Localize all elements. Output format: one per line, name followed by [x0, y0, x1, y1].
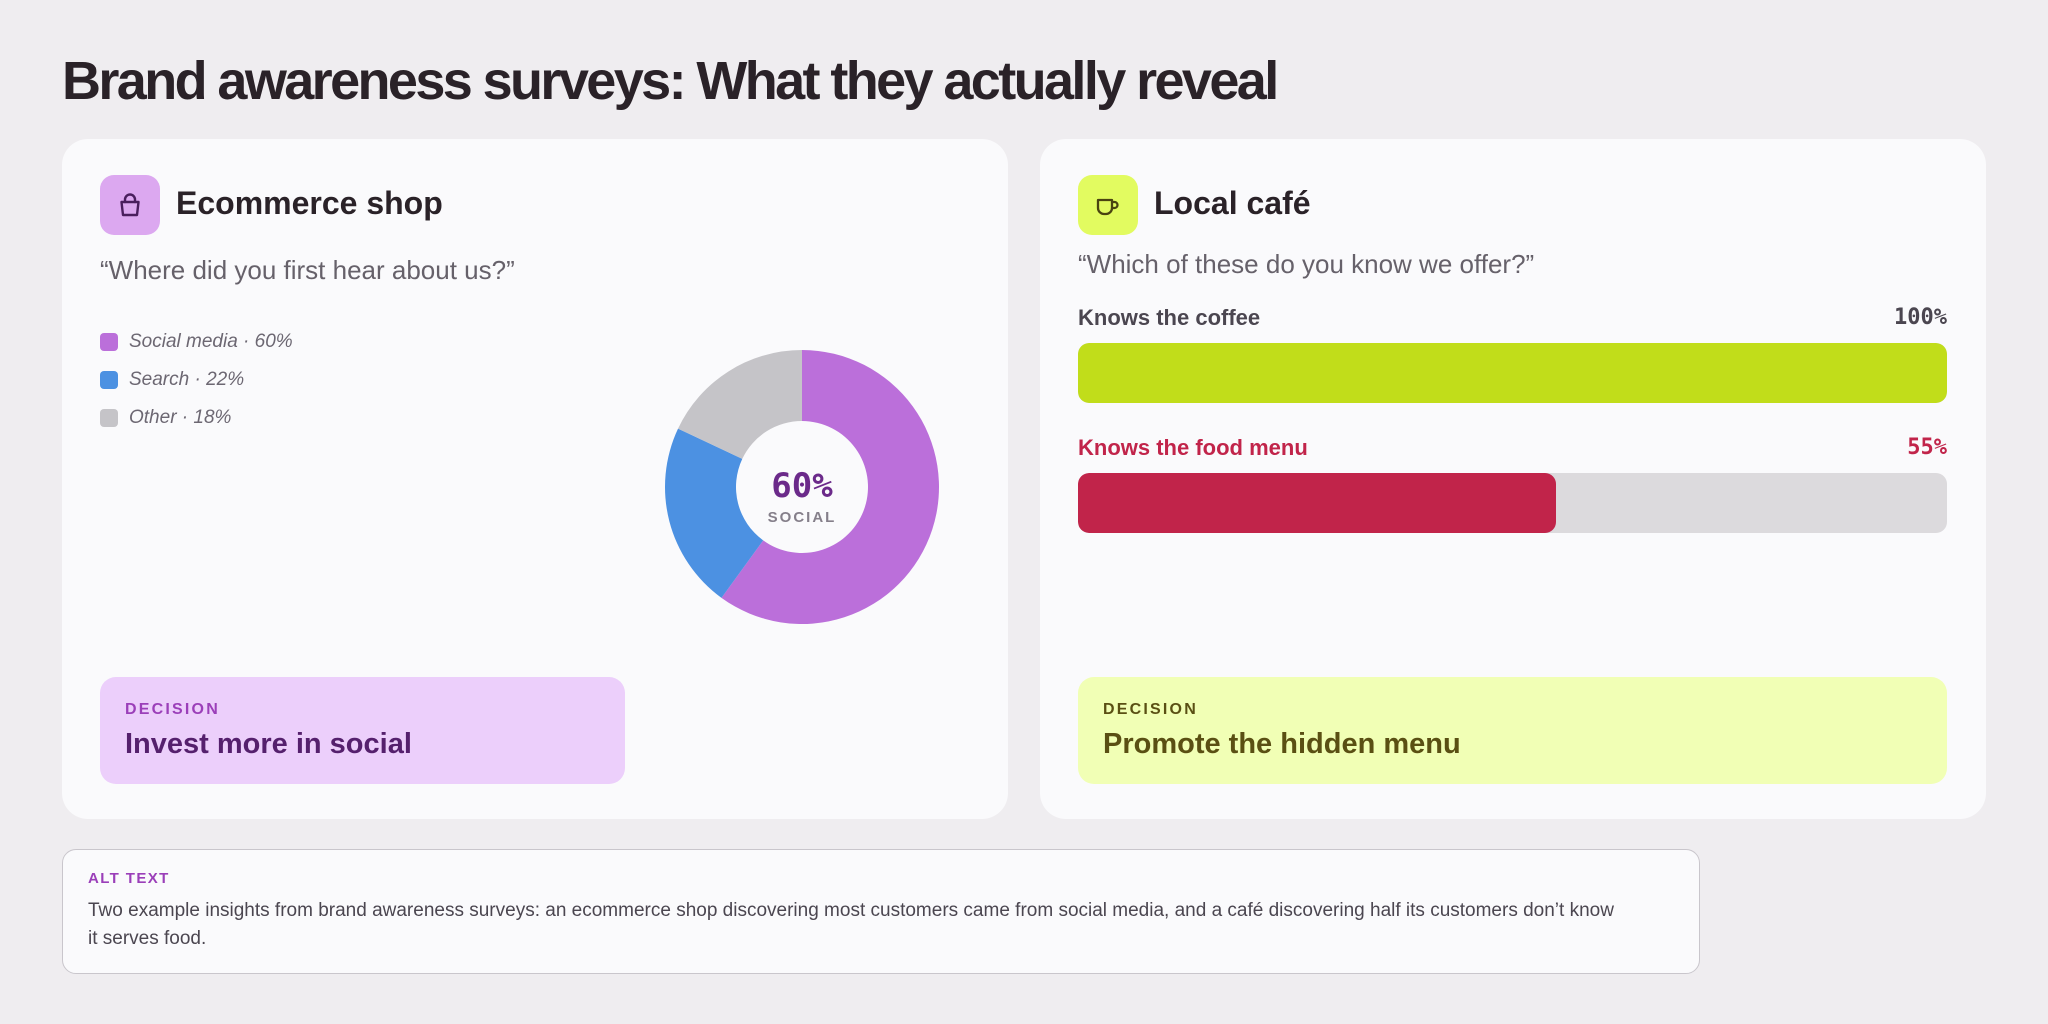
- cafe-card: Local café “Which of these do you know w…: [1040, 139, 1986, 819]
- ecommerce-question: “Where did you first hear about us?”: [100, 255, 515, 285]
- bar-track-coffee: [1078, 343, 1947, 403]
- legend-item-other: Other · 18%: [100, 399, 293, 437]
- cafe-decision-label: DECISION: [1103, 701, 1198, 718]
- legend-label-other: Other · 18%: [129, 407, 232, 428]
- legend-item-social: Social media · 60%: [100, 323, 293, 361]
- donut-legend: Social media · 60% Search · 22% Other · …: [100, 323, 293, 437]
- coffee-cup-icon: [1078, 175, 1138, 235]
- cafe-title: Local café: [1154, 185, 1311, 221]
- cafe-decision-text: Promote the hidden menu: [1103, 728, 1461, 760]
- alt-text-body: Two example insights from brand awarenes…: [88, 900, 1614, 949]
- legend-swatch-other: [100, 409, 118, 427]
- bar-label-food: Knows the food menu: [1078, 435, 1308, 460]
- legend-label-social: Social media · 60%: [129, 331, 293, 352]
- ecommerce-decision-text: Invest more in social: [125, 728, 412, 760]
- ecommerce-card: Ecommerce shop “Where did you first hear…: [62, 139, 1008, 819]
- shopping-bag-icon: [100, 175, 160, 235]
- bar-fill-food: [1078, 473, 1556, 533]
- legend-swatch-search: [100, 371, 118, 389]
- legend-item-search: Search · 22%: [100, 361, 293, 399]
- ecommerce-decision-label: DECISION: [125, 701, 220, 718]
- bar-row-food: Knows the food menu 55%: [1078, 435, 1947, 533]
- bar-label-coffee: Knows the coffee: [1078, 305, 1261, 330]
- alt-text-box: ALT TEXT Two example insights from brand…: [62, 849, 1700, 974]
- donut-center-value: 60%: [771, 466, 833, 506]
- donut-center-label: SOCIAL: [768, 509, 837, 526]
- bar-fill-coffee: [1078, 343, 1947, 403]
- cafe-decision: DECISION Promote the hidden menu: [1078, 677, 1947, 784]
- page-title: Brand awareness surveys: What they actua…: [62, 51, 1279, 111]
- donut-slice-other: [678, 350, 802, 459]
- donut-chart: 60% SOCIAL: [665, 350, 939, 624]
- donut-slice-social: [721, 350, 939, 624]
- alt-text-label: ALT TEXT: [88, 870, 170, 887]
- ecommerce-title: Ecommerce shop: [176, 185, 443, 221]
- cafe-question: “Which of these do you know we offer?”: [1078, 249, 1535, 279]
- bar-value-food: 55%: [1907, 435, 1947, 460]
- donut-slice-search: [665, 428, 764, 598]
- legend-label-search: Search · 22%: [129, 369, 245, 390]
- bar-row-coffee: Knows the coffee 100%: [1078, 305, 1947, 403]
- ecommerce-decision: DECISION Invest more in social: [100, 677, 625, 784]
- bar-track-food: [1078, 473, 1947, 533]
- bar-value-coffee: 100%: [1894, 305, 1947, 330]
- legend-swatch-social: [100, 333, 118, 351]
